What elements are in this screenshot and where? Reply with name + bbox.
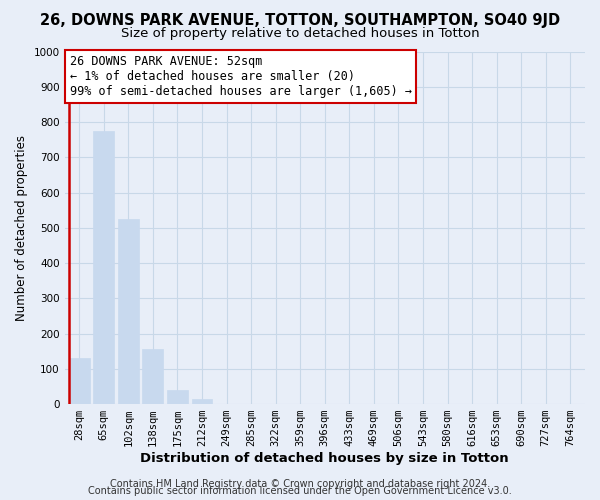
Bar bbox=[142, 350, 163, 404]
X-axis label: Distribution of detached houses by size in Totton: Distribution of detached houses by size … bbox=[140, 452, 509, 465]
Bar bbox=[94, 131, 114, 404]
Y-axis label: Number of detached properties: Number of detached properties bbox=[15, 135, 28, 321]
Text: 26, DOWNS PARK AVENUE, TOTTON, SOUTHAMPTON, SO40 9JD: 26, DOWNS PARK AVENUE, TOTTON, SOUTHAMPT… bbox=[40, 12, 560, 28]
Bar bbox=[167, 390, 188, 404]
Text: 26 DOWNS PARK AVENUE: 52sqm
← 1% of detached houses are smaller (20)
99% of semi: 26 DOWNS PARK AVENUE: 52sqm ← 1% of deta… bbox=[70, 55, 412, 98]
Text: Contains public sector information licensed under the Open Government Licence v3: Contains public sector information licen… bbox=[88, 486, 512, 496]
Bar bbox=[69, 358, 90, 404]
Bar bbox=[191, 399, 212, 404]
Text: Contains HM Land Registry data © Crown copyright and database right 2024.: Contains HM Land Registry data © Crown c… bbox=[110, 479, 490, 489]
Text: Size of property relative to detached houses in Totton: Size of property relative to detached ho… bbox=[121, 28, 479, 40]
Bar bbox=[118, 219, 139, 404]
